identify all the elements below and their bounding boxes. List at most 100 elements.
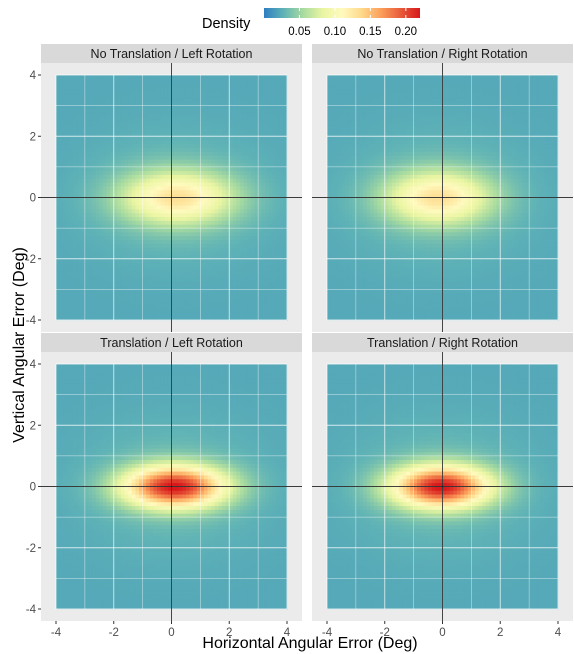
heatmap-tile <box>124 300 129 306</box>
heatmap-tile <box>345 308 350 313</box>
heatmap-tile <box>113 266 118 271</box>
heatmap-tile <box>345 120 350 126</box>
heatmap-tile <box>218 182 223 187</box>
heatmap-tile <box>106 239 111 244</box>
heatmap-tile <box>207 197 212 202</box>
heatmap-tile <box>189 254 194 260</box>
heatmap-tile <box>345 109 350 114</box>
heatmap-tile <box>211 128 216 133</box>
heatmap-tile <box>345 216 350 221</box>
heatmap-tile <box>334 90 339 95</box>
heatmap-tile <box>81 186 86 191</box>
heatmap-tile <box>337 208 342 214</box>
heatmap-tile <box>236 270 241 275</box>
heatmap-tile <box>211 258 216 263</box>
heatmap-tile <box>265 193 270 198</box>
heatmap-tile <box>229 297 234 302</box>
heatmap-tile <box>366 109 371 114</box>
heatmap-tile <box>142 201 147 206</box>
heatmap-tile <box>99 151 104 156</box>
heatmap-tile <box>157 82 162 87</box>
heatmap-tile <box>352 143 357 149</box>
heatmap-tile <box>218 235 223 241</box>
heatmap-tile <box>337 189 342 195</box>
heatmap-tile <box>59 308 64 313</box>
heatmap-tile <box>84 128 89 133</box>
heatmap-tile <box>359 170 364 175</box>
heatmap-tile <box>327 186 332 191</box>
heatmap-tile <box>178 178 183 183</box>
heatmap-tile <box>157 300 162 306</box>
heatmap-tile <box>171 90 176 95</box>
heatmap-tile <box>146 300 151 306</box>
heatmap-tile <box>193 82 198 87</box>
heatmap-tile <box>218 90 223 95</box>
heatmap-tile <box>92 208 97 214</box>
heatmap-tile <box>84 300 89 306</box>
heatmap-tile <box>236 197 241 202</box>
heatmap-tile <box>236 208 241 214</box>
heatmap-tile <box>193 147 198 152</box>
heatmap-tile <box>373 266 378 271</box>
heatmap-tile <box>92 151 97 156</box>
heatmap-tile <box>330 97 335 103</box>
heatmap-tile <box>120 109 125 114</box>
heatmap-tile <box>77 270 82 275</box>
heatmap-tile <box>327 281 332 286</box>
heatmap-tile <box>81 151 86 156</box>
heatmap-tile <box>272 312 277 317</box>
heatmap-tile <box>265 128 270 133</box>
heatmap-tile <box>84 132 89 137</box>
heatmap-tile <box>214 109 219 114</box>
heatmap-tile <box>352 86 357 91</box>
heatmap-tile <box>149 117 154 122</box>
heatmap-tile <box>222 166 227 172</box>
heatmap-tile <box>171 316 176 321</box>
heatmap-tile <box>193 101 198 107</box>
heatmap-tile <box>355 297 360 302</box>
heatmap-tile <box>175 243 180 248</box>
heatmap-tile <box>77 128 82 133</box>
heatmap-tile <box>207 117 212 122</box>
heatmap-tile <box>214 239 219 244</box>
heatmap-tile <box>113 124 118 129</box>
heatmap-tile <box>120 132 125 137</box>
heatmap-tile <box>355 289 360 294</box>
heatmap-tile <box>63 109 68 114</box>
heatmap-tile <box>149 151 154 156</box>
heatmap-tile <box>279 155 284 160</box>
heatmap-tile <box>265 228 270 233</box>
heatmap-tile <box>88 182 93 187</box>
heatmap-tile <box>366 285 371 290</box>
heatmap-tile <box>330 262 335 267</box>
heatmap-tile <box>95 105 100 110</box>
heatmap-tile <box>99 117 104 122</box>
heatmap-tile <box>341 75 346 80</box>
heatmap-tile <box>261 94 266 99</box>
heatmap-tile <box>171 94 176 99</box>
heatmap-tile <box>370 90 375 95</box>
heatmap-tile <box>117 289 122 294</box>
heatmap-tile <box>77 228 82 233</box>
heatmap-tile <box>160 231 165 237</box>
heatmap-tile <box>232 86 237 91</box>
heatmap-tile <box>131 277 136 283</box>
heatmap-tile <box>337 75 342 80</box>
heatmap-tile <box>56 124 61 129</box>
heatmap-tile <box>258 75 263 80</box>
heatmap-tile <box>146 128 151 133</box>
heatmap-tile <box>196 304 201 309</box>
heatmap-tile <box>70 281 75 286</box>
heatmap-tile <box>218 159 223 164</box>
heatmap-tile <box>164 266 169 271</box>
heatmap-tile <box>56 197 61 202</box>
heatmap-tile <box>250 308 255 313</box>
heatmap-tile <box>265 266 270 271</box>
heatmap-tile <box>99 289 104 294</box>
heatmap-tile <box>196 289 201 294</box>
heatmap-tile <box>70 316 75 321</box>
heatmap-tile <box>330 151 335 156</box>
heatmap-tile <box>167 140 172 145</box>
heatmap-tile <box>56 312 61 317</box>
heatmap-tile <box>56 163 61 168</box>
